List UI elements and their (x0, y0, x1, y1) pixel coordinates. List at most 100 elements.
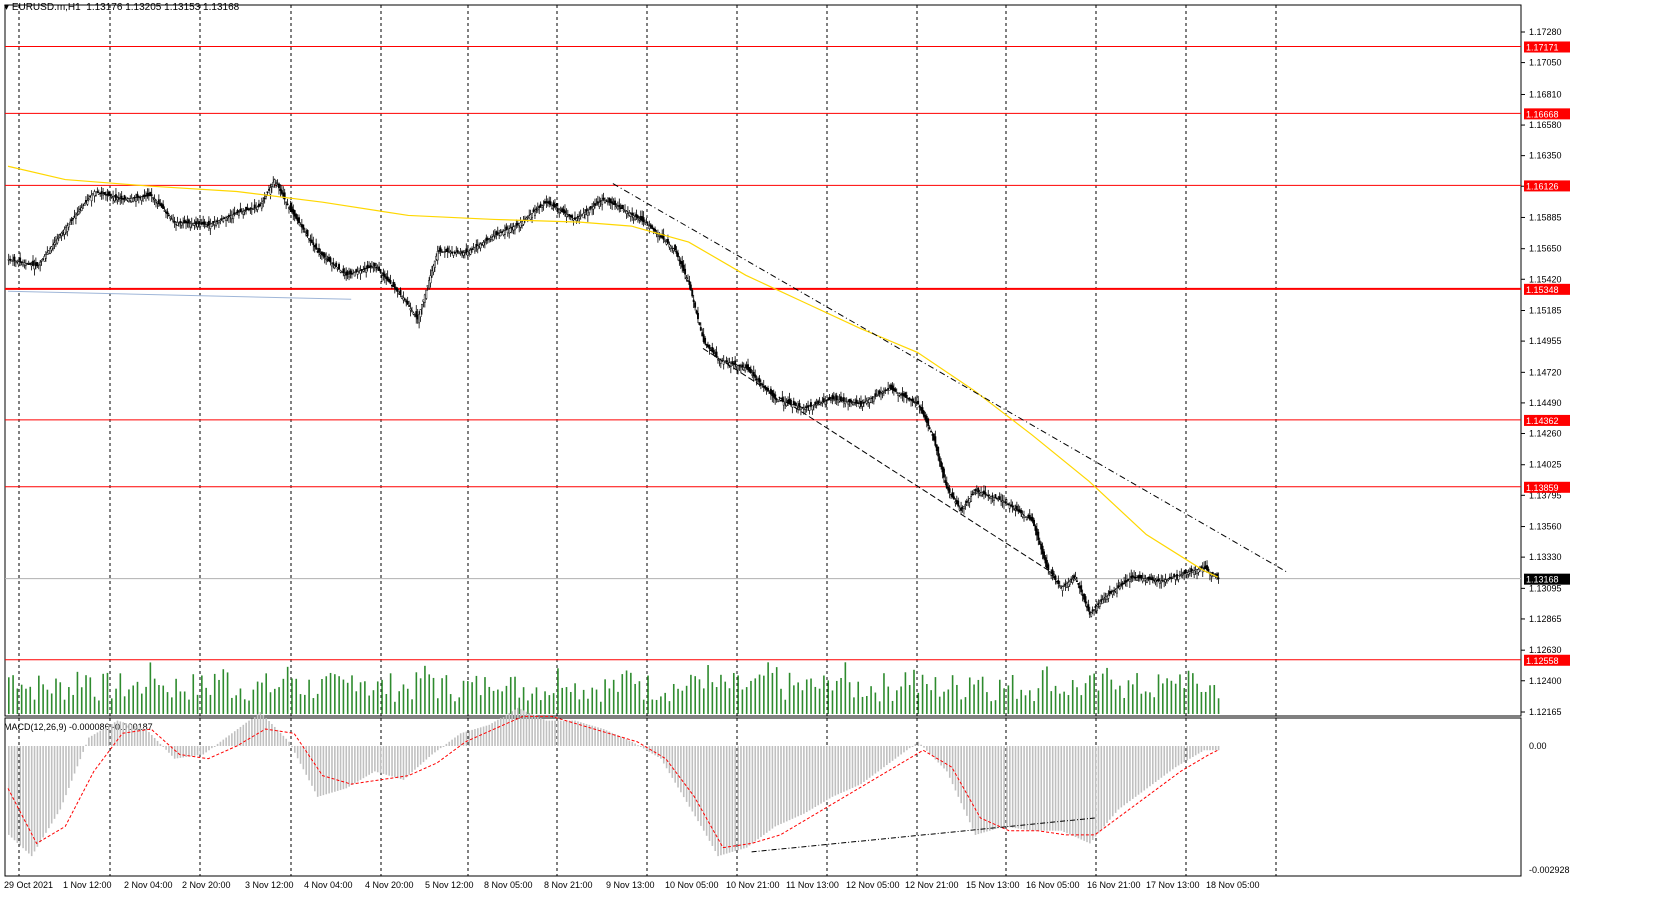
candle-body (755, 378, 758, 381)
candle-body (850, 399, 852, 403)
macd-histogram-bar (840, 746, 842, 794)
volume-bar (1050, 691, 1053, 714)
macd-histogram-bar (1163, 746, 1166, 776)
volume-bar (986, 692, 988, 714)
candle-body (987, 494, 990, 497)
macd-histogram-bar (1077, 746, 1080, 839)
candle-body (475, 244, 478, 247)
volume-bar (175, 678, 177, 714)
candle-body (176, 222, 179, 226)
candle-body (1176, 574, 1178, 577)
macd-histogram-bar (231, 733, 233, 746)
macd-histogram-bar (53, 746, 56, 819)
candle-body (87, 198, 90, 200)
macd-histogram-bar (1054, 746, 1057, 831)
macd-trendline[interactable] (751, 817, 1095, 853)
volume-bar (295, 678, 298, 714)
volume-bar (346, 682, 349, 714)
macd-histogram-bar (10, 746, 13, 838)
macd-histogram-bar (216, 743, 219, 746)
macd-histogram-bar (176, 746, 179, 759)
candle-body (237, 212, 240, 216)
candle-body (842, 397, 845, 402)
candle-body (295, 214, 298, 219)
candle-body (20, 261, 23, 263)
macd-histogram-bar (920, 744, 922, 746)
y-tick-label: 1.17050 (1529, 58, 1562, 68)
macd-histogram-bar (908, 746, 911, 749)
macd-histogram-bar (245, 722, 247, 746)
macd-histogram-bar (537, 716, 539, 746)
volume-bar (960, 699, 962, 714)
macd-histogram-bar (1212, 746, 1214, 751)
macd-histogram-bar (48, 746, 50, 829)
macd-histogram-bar (348, 746, 350, 787)
macd-histogram-bar (437, 746, 439, 751)
volume-bar (72, 694, 74, 714)
candle-body (664, 240, 667, 242)
candle-body (809, 402, 812, 407)
y-tick-label: 1.15420 (1529, 274, 1562, 284)
candle-body (263, 197, 266, 200)
candle-body (882, 391, 885, 393)
macd-histogram-bar (236, 729, 239, 746)
candle-body (995, 497, 998, 500)
candle-body (335, 262, 338, 268)
macd-histogram-bar (294, 746, 296, 753)
volume-bar (951, 675, 954, 714)
macd-histogram-bar (45, 746, 47, 833)
candle-body (29, 262, 32, 265)
macd-histogram-bar (1026, 746, 1028, 830)
candle-body (1136, 577, 1138, 581)
candle-body (189, 223, 192, 228)
candle-body (549, 201, 552, 206)
volume-bar (775, 667, 778, 714)
macd-histogram-bar (860, 746, 862, 785)
macd-histogram-bar (159, 743, 162, 746)
candle-body (135, 197, 137, 202)
candle-body (858, 403, 861, 407)
candle-body (729, 362, 732, 367)
candle-body (1034, 526, 1037, 531)
candle-body (1037, 531, 1040, 541)
candle-body (479, 243, 482, 249)
macd-histogram-bar (588, 724, 591, 746)
macd-histogram-bar (800, 746, 802, 816)
candle-body (822, 398, 825, 402)
volume-bar (261, 682, 263, 714)
trend-channel-lower[interactable] (702, 347, 1056, 575)
volume-bar (33, 699, 36, 714)
volume-bar (59, 682, 62, 714)
macd-histogram-bar (442, 746, 445, 747)
macd-histogram-bar (903, 746, 905, 753)
candle-body (418, 314, 421, 324)
macd-histogram-bar (851, 746, 854, 788)
trendline-blue[interactable] (7, 290, 352, 300)
candle-body (166, 211, 169, 215)
candle-body (984, 492, 987, 495)
macd-histogram-bar (1074, 746, 1077, 838)
candle-body (369, 265, 372, 268)
candle-body (894, 388, 897, 392)
macd-histogram-bar (1100, 746, 1103, 830)
volume-bar (265, 673, 267, 714)
volume-bar (98, 700, 100, 714)
macd-histogram-bar (376, 746, 379, 773)
x-tick-label: 18 Nov 05:00 (1206, 880, 1260, 890)
volume-bar (823, 675, 825, 714)
candle-body (280, 190, 283, 194)
macd-histogram-bar (394, 746, 396, 778)
macd-histogram-bar (817, 746, 819, 806)
macd-histogram-bar (165, 746, 167, 750)
macd-histogram-bar (651, 746, 654, 754)
candle-body (269, 187, 272, 195)
candle-body (1093, 609, 1096, 611)
macd-histogram-bar (1089, 746, 1091, 844)
macd-histogram-bar (937, 746, 940, 763)
trend-channel-upper[interactable] (612, 183, 1287, 573)
candle-body (676, 252, 679, 258)
volume-bar (213, 673, 216, 714)
candle-body (1181, 573, 1184, 576)
macd-histogram-bar (571, 720, 574, 746)
